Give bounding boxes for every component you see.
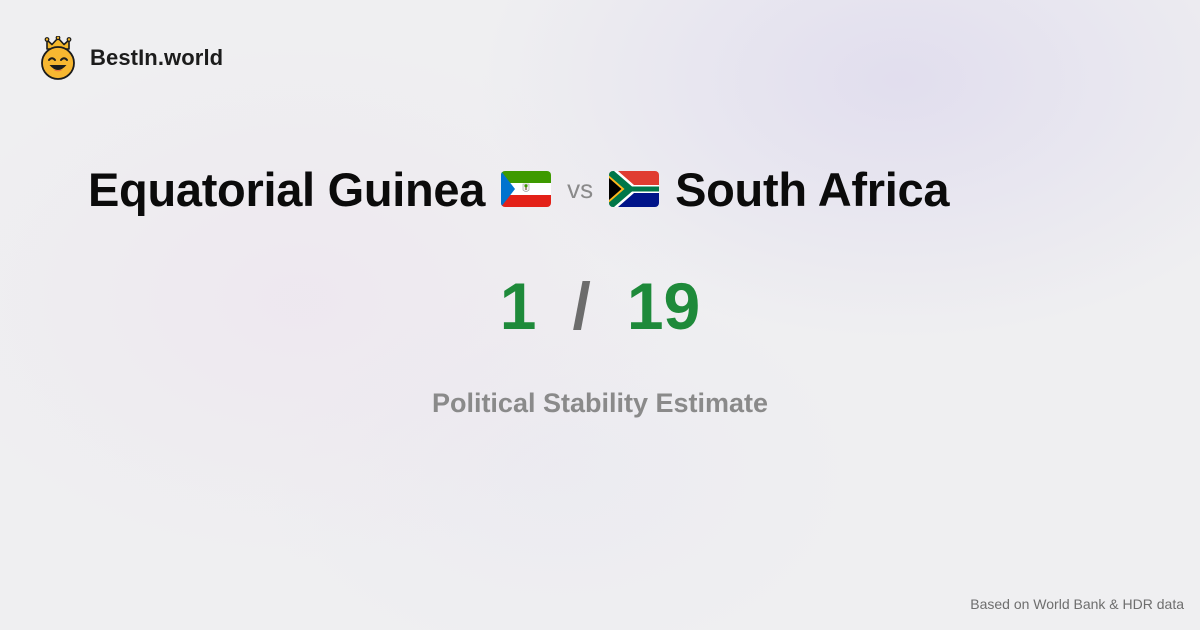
metric-label: Political Stability Estimate xyxy=(431,388,769,418)
left-rank-value: 1 xyxy=(499,269,537,343)
brand-name: BestIn.world xyxy=(90,45,224,70)
south-africa-flag-icon xyxy=(609,171,660,207)
data-source-note: Based on World Bank & HDR data xyxy=(970,596,1184,612)
equatorial-guinea-flag-icon xyxy=(501,171,552,207)
vs-separator: vs xyxy=(567,173,594,204)
brand-logo-link[interactable]: BestIn.world xyxy=(38,36,223,80)
rank-separator: / xyxy=(572,269,591,343)
crowned-smiley-logo-icon xyxy=(38,36,78,80)
comparison-headline: Equatorial Guinea vs South Africa xyxy=(88,158,949,220)
rank-score: 1 / 19 xyxy=(0,266,1200,346)
right-rank-value: 19 xyxy=(626,269,701,343)
left-country-name: Equatorial Guinea xyxy=(88,162,486,216)
right-country-name: South Africa xyxy=(675,162,950,216)
